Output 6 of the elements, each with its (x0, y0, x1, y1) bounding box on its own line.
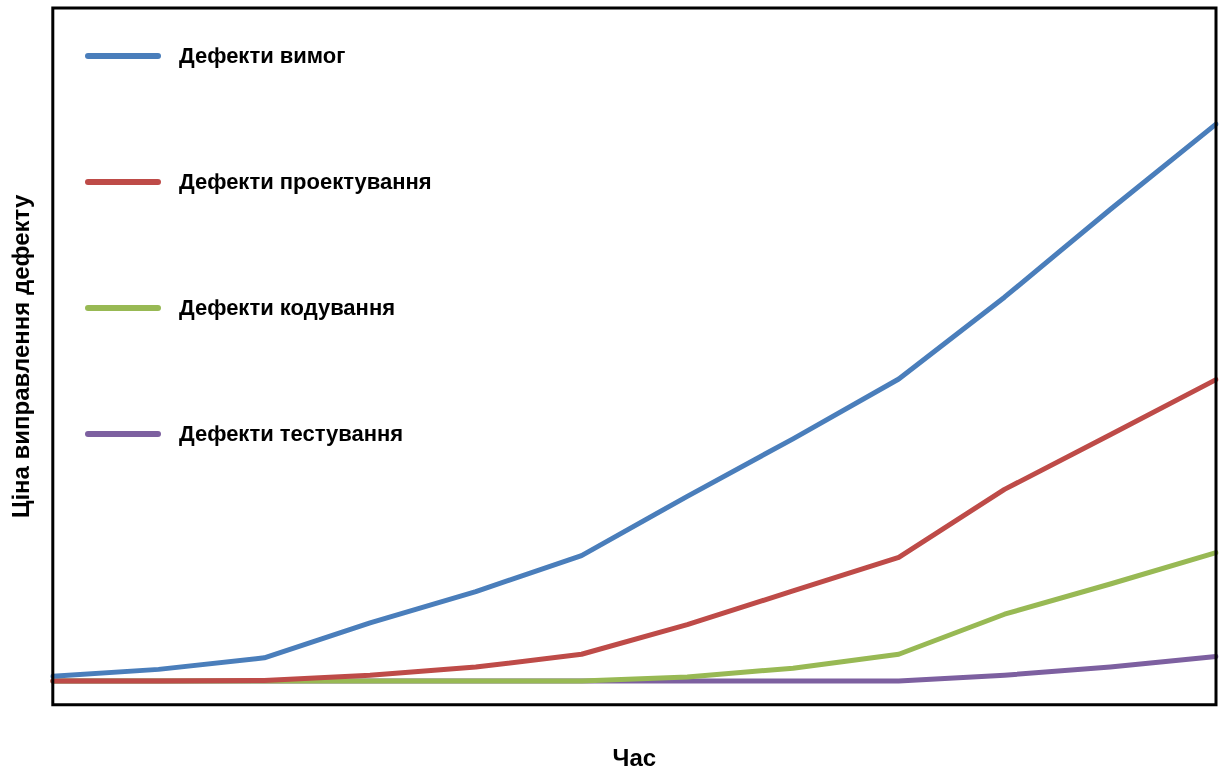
y-axis-title: Ціна виправлення дефекту (7, 194, 35, 519)
x-axis-title: Час (612, 744, 657, 772)
legend-label: Дефекти проектування (179, 169, 432, 195)
legend-label: Дефекти кодування (179, 295, 396, 321)
legend-label: Дефекти тестування (179, 421, 404, 447)
legend-label: Дефекти вимог (179, 43, 346, 69)
